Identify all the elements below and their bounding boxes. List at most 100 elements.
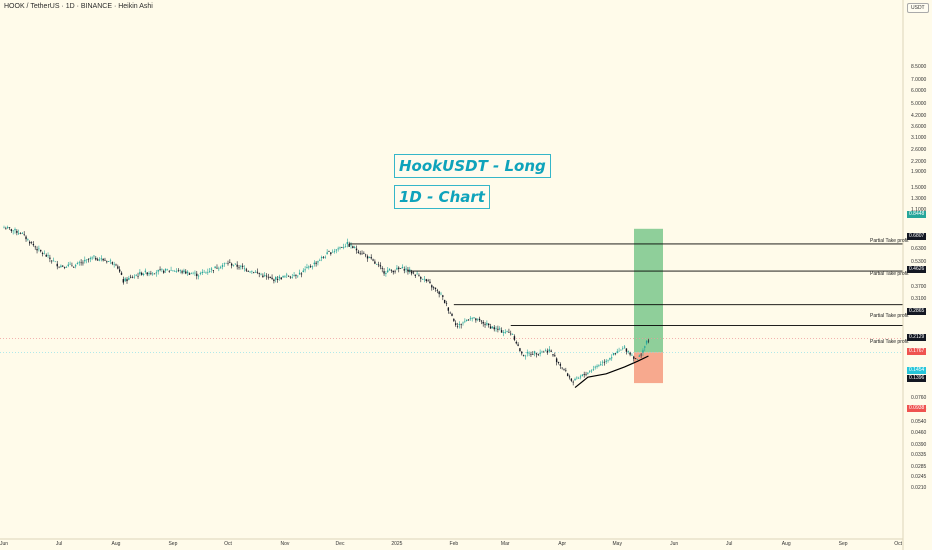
candle-body bbox=[179, 270, 181, 271]
candle-body bbox=[326, 252, 328, 255]
candle-body bbox=[194, 272, 196, 274]
candle-body bbox=[98, 259, 101, 261]
candle-body bbox=[51, 260, 53, 262]
candle-body bbox=[172, 270, 174, 272]
candle-body bbox=[96, 259, 99, 261]
candle-body bbox=[401, 266, 404, 269]
candle-body bbox=[317, 261, 319, 263]
candle-body bbox=[456, 326, 459, 327]
candle-body bbox=[271, 277, 273, 279]
candle-body bbox=[629, 352, 631, 355]
candle-body bbox=[361, 253, 363, 255]
candle-body bbox=[300, 273, 303, 275]
candle-body bbox=[117, 266, 119, 269]
y-tick-label: 0.0335 bbox=[911, 452, 927, 459]
candle-body bbox=[21, 233, 24, 234]
candle-body bbox=[17, 232, 20, 234]
candle-body bbox=[563, 369, 565, 370]
price-label-tp3: 0.4626 bbox=[907, 266, 927, 273]
y-tick-label: 1.3000 bbox=[911, 195, 927, 202]
candle-body bbox=[71, 265, 73, 267]
candle-body bbox=[133, 276, 136, 278]
candle-body bbox=[445, 303, 448, 304]
candle-body bbox=[3, 227, 5, 229]
candle-body bbox=[260, 274, 262, 276]
candle-body bbox=[526, 352, 528, 354]
candle-body bbox=[155, 272, 158, 274]
candle-body bbox=[524, 355, 527, 357]
candle-body bbox=[508, 331, 510, 333]
candle-body bbox=[289, 276, 292, 278]
candle-body bbox=[622, 348, 624, 349]
candle-body bbox=[295, 274, 297, 276]
candle-body bbox=[69, 263, 71, 265]
candle-body bbox=[188, 273, 191, 275]
currency-label[interactable]: USDT bbox=[907, 3, 929, 13]
candle-body bbox=[241, 265, 244, 267]
candle-body bbox=[45, 254, 47, 257]
candle-body bbox=[269, 276, 271, 278]
candle-body bbox=[84, 259, 86, 262]
candle-body bbox=[124, 278, 126, 281]
stop-loss-zone bbox=[634, 352, 663, 384]
candle-body bbox=[262, 275, 264, 278]
candle-body bbox=[170, 270, 172, 271]
candle-body bbox=[107, 261, 110, 262]
candle-body bbox=[396, 267, 398, 270]
candle-body bbox=[537, 354, 539, 355]
candle-body bbox=[264, 275, 266, 276]
candle-body bbox=[19, 233, 22, 234]
candle-body bbox=[282, 275, 284, 278]
candle-body bbox=[403, 269, 405, 271]
y-tick-label: 4.2000 bbox=[911, 113, 927, 120]
candle-body bbox=[159, 269, 161, 270]
candle-body bbox=[533, 351, 536, 354]
candle-body bbox=[365, 254, 367, 256]
candle-body bbox=[32, 244, 35, 246]
chart-header: HOOK / TetherUS · 1D · BINANCE · Heikin … bbox=[4, 3, 153, 10]
candle-body bbox=[245, 269, 248, 271]
candle-body bbox=[589, 370, 591, 372]
candle-body bbox=[405, 268, 407, 270]
candle-body bbox=[201, 271, 203, 273]
candle-body bbox=[587, 372, 589, 374]
y-tick-label: 0.6300 bbox=[911, 246, 927, 253]
candle-body bbox=[625, 348, 628, 352]
price-label-tp2: 0.2865 bbox=[907, 308, 927, 315]
candle-body bbox=[227, 263, 229, 264]
candle-body bbox=[409, 269, 411, 271]
y-tick-label: 5.0000 bbox=[911, 100, 927, 107]
candle-body bbox=[614, 353, 617, 354]
y-tick-label: 8.5000 bbox=[911, 63, 927, 70]
candle-body bbox=[566, 373, 569, 376]
candle-body bbox=[80, 262, 82, 264]
candle-body bbox=[27, 239, 29, 240]
annotation-subtitle: 1D - Chart bbox=[394, 185, 490, 209]
candle-body bbox=[377, 264, 380, 266]
candle-body bbox=[254, 271, 257, 273]
candle-body bbox=[379, 265, 382, 267]
candle-body bbox=[120, 272, 123, 275]
candle-body bbox=[337, 248, 339, 250]
x-tick-label: Jul bbox=[55, 541, 63, 547]
candle-body bbox=[565, 370, 567, 371]
candle-body bbox=[642, 350, 644, 353]
candle-body bbox=[330, 252, 332, 255]
candle-body bbox=[129, 276, 132, 278]
x-tick-label: Sep bbox=[838, 541, 848, 547]
candle-body bbox=[150, 273, 152, 274]
candle-body bbox=[190, 273, 192, 275]
candle-body bbox=[293, 275, 295, 276]
candle-body bbox=[253, 272, 255, 274]
candle-body bbox=[229, 262, 231, 263]
candle-body bbox=[291, 277, 293, 278]
candle-body bbox=[530, 354, 532, 355]
candle-body bbox=[186, 271, 189, 274]
candle-body bbox=[29, 241, 31, 244]
candle-body bbox=[638, 355, 640, 357]
candle-body bbox=[62, 265, 64, 267]
candle-body bbox=[618, 350, 620, 352]
y-tick-label: 0.0540 bbox=[911, 418, 927, 425]
